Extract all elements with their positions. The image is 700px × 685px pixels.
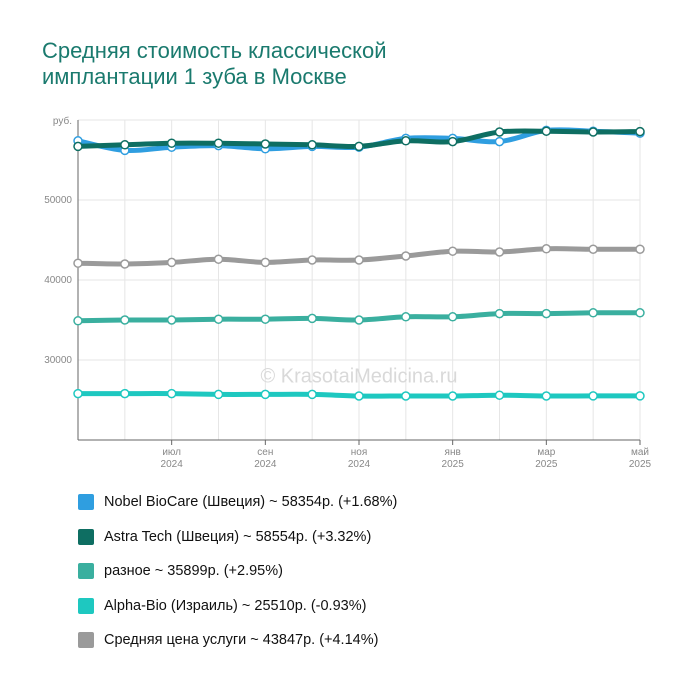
x-tick-label-year: 2024 (254, 459, 277, 470)
data-point (401, 312, 411, 322)
data-point (213, 138, 224, 148)
data-point (588, 127, 598, 137)
x-tick-label-year: 2024 (348, 459, 371, 470)
data-point (401, 136, 411, 146)
data-point (494, 308, 505, 319)
data-point (494, 136, 505, 147)
x-tick-label-month: май (631, 447, 649, 458)
x-tick-label-month: ноя (351, 447, 368, 458)
legend-swatch (78, 563, 94, 580)
data-point (73, 258, 83, 268)
data-point (307, 255, 317, 265)
legend-label: разное ~ 35899р. (+2.95%) (104, 563, 283, 580)
data-point (354, 315, 364, 325)
data-point (213, 254, 224, 264)
data-point (635, 244, 645, 254)
legend-label: Astra Tech (Швеция) ~ 58554р. (+3.32%) (104, 528, 372, 545)
data-point (166, 257, 177, 268)
data-point (213, 314, 224, 324)
data-point (354, 141, 364, 152)
chart-title-line-2: имплантации 1 зуба в Москве (42, 64, 347, 89)
data-point (635, 126, 645, 137)
data-point (120, 388, 130, 399)
data-point (354, 391, 364, 401)
data-point (260, 139, 271, 149)
data-point (401, 251, 411, 261)
data-point (541, 244, 552, 254)
x-tick-label-month: мар (537, 447, 555, 458)
chart-title: Средняя стоимость классической имплантац… (42, 38, 562, 90)
data-point (307, 313, 317, 324)
data-point (166, 315, 177, 325)
data-point (635, 391, 645, 401)
chart-title-line-1: Средняя стоимость классической (42, 38, 387, 63)
data-point (120, 315, 130, 325)
legend-label: Nobel BioCare (Швеция) ~ 58354р. (+1.68%… (104, 494, 398, 511)
x-tick-label-year: 2025 (629, 459, 652, 470)
x-tick-label-year: 2025 (535, 459, 558, 470)
data-point (447, 246, 458, 256)
y-tick-label: 40000 (44, 275, 72, 286)
legend-swatch (78, 494, 94, 511)
data-point (401, 391, 411, 401)
legend-item[interactable]: Nobel BioCare (Швеция) ~ 58354р. (+1.68%… (78, 485, 397, 520)
data-point (447, 136, 458, 147)
data-point (120, 140, 130, 150)
data-point (73, 141, 83, 152)
data-point (260, 257, 271, 268)
data-point (73, 388, 83, 399)
legend-item[interactable]: Alpha-Bio (Израиль) ~ 25510р. (-0.93%) (78, 589, 397, 624)
data-point (120, 259, 130, 269)
data-point (447, 391, 458, 401)
x-tick-label-year: 2024 (161, 459, 184, 470)
data-point (354, 255, 364, 265)
data-point (588, 391, 598, 401)
data-point (588, 244, 598, 254)
data-point (494, 127, 505, 137)
data-point (166, 388, 177, 399)
data-point (73, 316, 83, 326)
watermark: © KrasotaiMedicina.ru (260, 365, 457, 387)
y-tick-label: 30000 (44, 355, 72, 366)
data-point (541, 126, 552, 136)
y-axis-unit-label: руб. (53, 115, 72, 127)
data-point (588, 308, 598, 318)
x-tick-label-month: июл (162, 447, 181, 458)
legend-label: Alpha-Bio (Израиль) ~ 25510р. (-0.93%) (104, 597, 367, 614)
data-point (541, 308, 552, 319)
y-tick-label: 50000 (44, 195, 72, 206)
data-point (166, 138, 177, 148)
data-point (541, 391, 552, 401)
legend-item[interactable]: Astra Tech (Швеция) ~ 58554р. (+3.32%) (78, 520, 397, 555)
legend-swatch (78, 597, 94, 614)
data-point (260, 314, 271, 324)
chart-legend: Nobel BioCare (Швеция) ~ 58354р. (+1.68%… (78, 485, 397, 658)
legend-swatch (78, 632, 94, 649)
data-point (635, 308, 645, 318)
data-point (213, 389, 224, 400)
data-point (307, 140, 317, 150)
legend-item[interactable]: Средняя цена услуги ~ 43847р. (+4.14%) (78, 623, 397, 658)
data-point (260, 389, 271, 400)
data-point (447, 312, 458, 322)
x-tick-label-month: сен (257, 447, 273, 458)
x-tick-label-month: янв (445, 447, 461, 458)
legend-swatch (78, 528, 94, 545)
data-point (494, 390, 505, 400)
data-point (307, 389, 317, 400)
data-point (494, 247, 505, 257)
legend-item[interactable]: разное ~ 35899р. (+2.95%) (78, 554, 397, 589)
x-tick-label-year: 2025 (442, 459, 465, 470)
legend-label: Средняя цена услуги ~ 43847р. (+4.14%) (104, 632, 379, 649)
